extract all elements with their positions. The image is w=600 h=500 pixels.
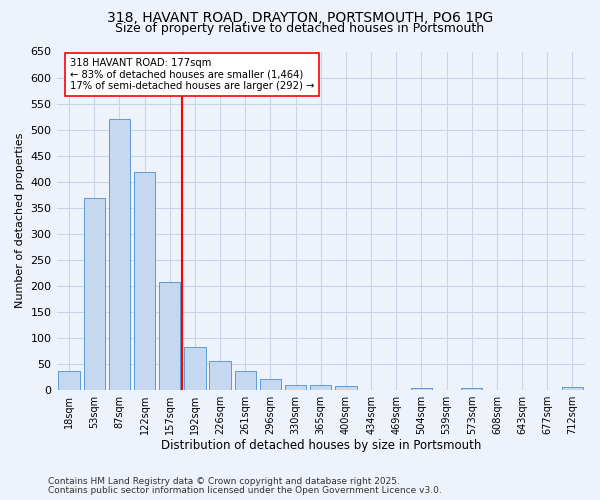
Y-axis label: Number of detached properties: Number of detached properties [15,133,25,308]
Bar [134,172,155,390]
Bar [260,380,281,390]
Bar [310,384,331,390]
Text: 318, HAVANT ROAD, DRAYTON, PORTSMOUTH, PO6 1PG: 318, HAVANT ROAD, DRAYTON, PORTSMOUTH, P… [107,11,493,25]
Bar [335,386,356,390]
Text: Contains public sector information licensed under the Open Government Licence v3: Contains public sector information licen… [48,486,442,495]
Bar [83,198,105,390]
Bar [562,387,583,390]
Bar [58,372,80,390]
Text: Size of property relative to detached houses in Portsmouth: Size of property relative to detached ho… [115,22,485,35]
Bar [461,388,482,390]
Bar [184,346,206,390]
Bar [285,384,307,390]
Bar [109,119,130,390]
Text: Contains HM Land Registry data © Crown copyright and database right 2025.: Contains HM Land Registry data © Crown c… [48,477,400,486]
Bar [209,361,231,390]
X-axis label: Distribution of detached houses by size in Portsmouth: Distribution of detached houses by size … [161,440,481,452]
Bar [411,388,432,390]
Text: 318 HAVANT ROAD: 177sqm
← 83% of detached houses are smaller (1,464)
17% of semi: 318 HAVANT ROAD: 177sqm ← 83% of detache… [70,58,314,92]
Bar [159,282,181,390]
Bar [235,371,256,390]
